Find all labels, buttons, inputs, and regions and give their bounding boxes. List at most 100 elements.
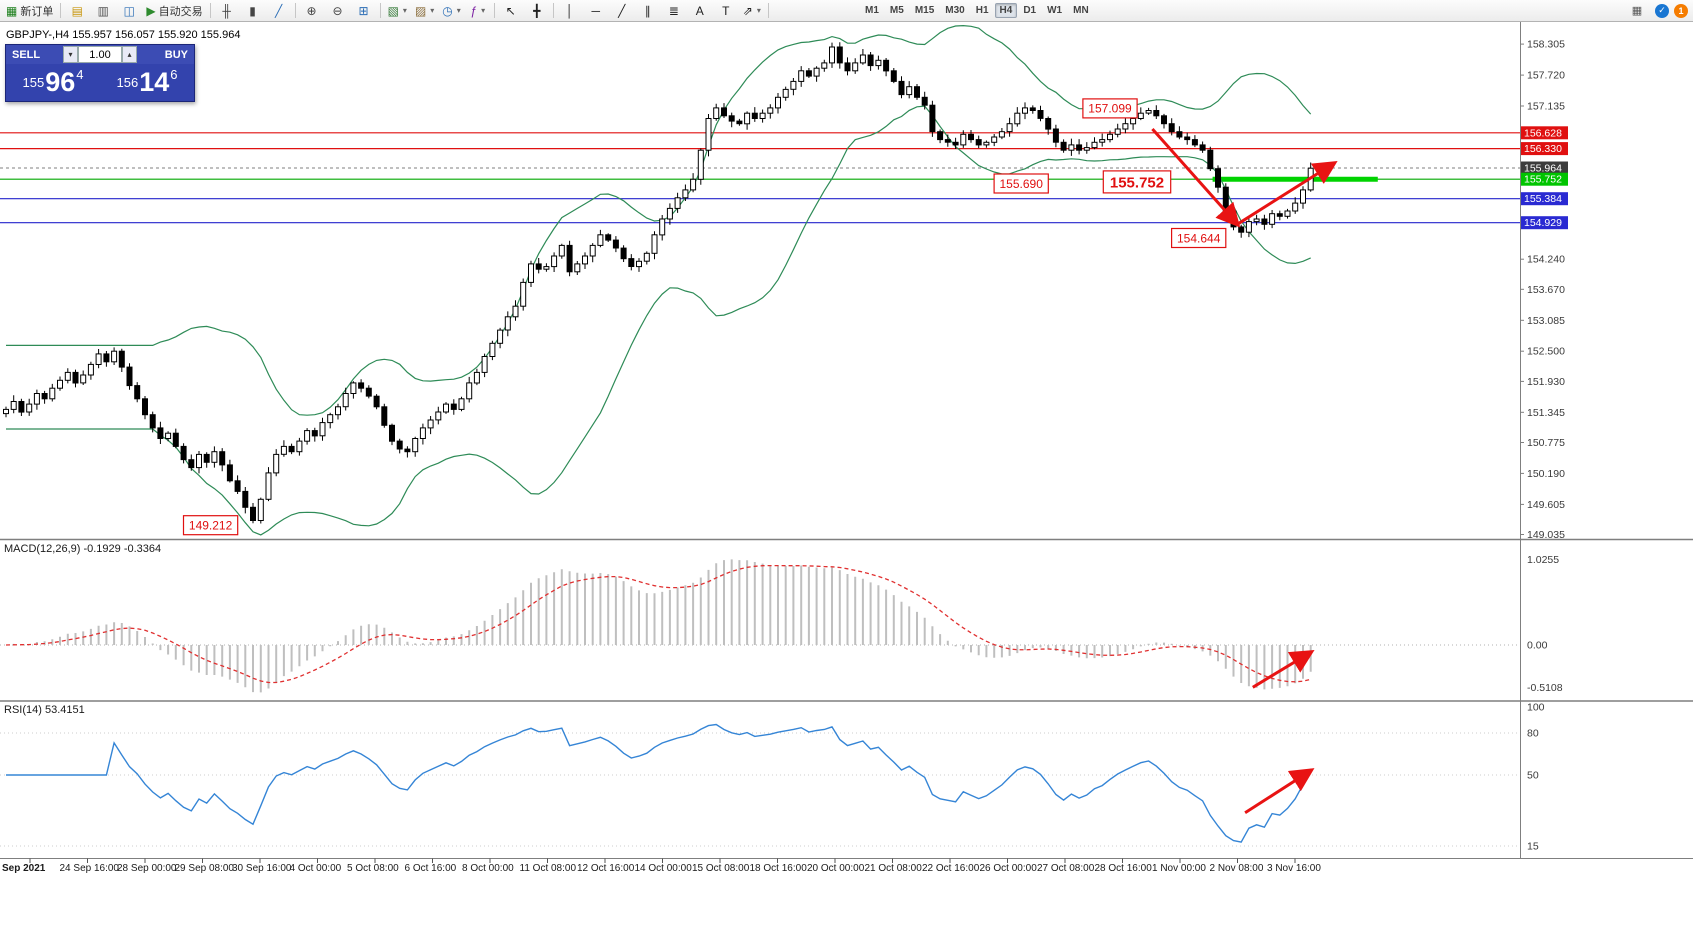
auto-trading-button[interactable]: ▶ 自动交易 <box>142 1 206 21</box>
indicators-button[interactable]: ƒ ▾ <box>465 1 491 21</box>
period-button[interactable]: ◷ ▾ <box>438 1 465 21</box>
svg-text:149.212: 149.212 <box>189 519 233 533</box>
market-watch-button[interactable]: ◫ <box>116 1 142 21</box>
svg-text:155.752: 155.752 <box>1110 174 1164 191</box>
svg-text:80: 80 <box>1527 728 1539 740</box>
tile-windows-icon: ⊞ <box>358 3 369 18</box>
zoom-out-button[interactable]: ⊖ <box>325 1 351 21</box>
time-label: 28 Sep 00:00 <box>117 863 177 874</box>
annotation-label: 155.690 <box>993 173 1049 194</box>
svg-text:1.0255: 1.0255 <box>1527 554 1559 566</box>
vertical-line-button[interactable]: │ <box>557 1 583 21</box>
candlestick-chart-icon: ▮ <box>249 3 256 18</box>
trend-arrow <box>1244 768 1315 815</box>
trendline-icon: ╱ <box>618 3 626 18</box>
annotation-label: 154.644 <box>1170 227 1227 249</box>
volume-decrease-button[interactable]: ▾ <box>63 46 78 63</box>
panels-button[interactable]: ▦ <box>1631 5 1643 17</box>
sell-label[interactable]: SELL <box>12 48 41 61</box>
notification-badge[interactable]: 1 <box>1674 3 1688 18</box>
timeframe-button-m30[interactable]: M30 <box>945 5 965 16</box>
svg-text:0.00: 0.00 <box>1527 640 1548 652</box>
price-axis[interactable]: 158.305 157.720 157.135 154.240 153.670 153.0… <box>1520 39 1568 853</box>
time-label: 30 Sep 16:00 <box>232 863 292 874</box>
chevron-down-icon: ▾ <box>456 6 461 15</box>
tile-windows-button[interactable]: ⊞ <box>351 1 377 21</box>
price-tag: 156.628 <box>1521 126 1568 140</box>
new-order-button-label: 新订单 <box>20 5 54 18</box>
buy-price-button[interactable]: 156 14 6 <box>100 64 194 101</box>
charts-button[interactable]: ▥ <box>90 1 116 21</box>
timeframe-button-w1[interactable]: W1 <box>1047 5 1063 16</box>
time-label: 21 Oct 08:00 <box>864 863 922 874</box>
volume-increase-button[interactable]: ▴ <box>122 46 137 63</box>
timeframe-button-h4[interactable]: H4 <box>994 3 1018 18</box>
new-chart-icon: ▧ <box>387 3 399 18</box>
indicators-icon: ƒ <box>470 3 478 18</box>
toolbar-timeframes: M1 M5 M15 M30 H1 H4 D1 W1 MN <box>860 3 1094 18</box>
toolbar-separator <box>209 3 211 18</box>
trend-arrow <box>1236 160 1338 226</box>
horizontal-levels[interactable] <box>0 132 1520 224</box>
bar-chart-button[interactable]: ╫ <box>214 1 240 21</box>
timeframe-button-m5[interactable]: M5 <box>889 5 904 16</box>
candlestick-chart-button[interactable]: ▮ <box>240 1 266 21</box>
sell-price-button[interactable]: 155 96 4 <box>6 64 100 101</box>
zoom-in-button[interactable]: ⊕ <box>299 1 325 21</box>
trend-arrow <box>1151 128 1241 228</box>
time-label: 5 Oct 08:00 <box>347 863 399 874</box>
svg-text:154.644: 154.644 <box>1177 231 1221 245</box>
auto-trading-button-label: 自动交易 <box>158 5 203 18</box>
buy-label[interactable]: BUY <box>164 48 188 61</box>
trendline-button[interactable]: ╱ <box>609 1 635 21</box>
text-label-icon: T <box>722 3 730 18</box>
toolbar-right-group: ▦ ✓ 1 <box>1624 1 1693 21</box>
toolbar: ▦ 新订单 ▤ ▥ ◫ ▶ 自动交易 ╫ ▮ ╱ ⊕ ⊖ ⊞ ▧ ▾ ▨ ▾ ◷ ▾ ƒ ▾ ↖ ╋ │ ─ ╱ ∥ ≣ A T ⇗ ▾ M1… <box>0 0 1693 22</box>
horizontal-line-button[interactable]: ─ <box>583 1 609 21</box>
trend-arrows[interactable] <box>1151 128 1338 815</box>
profiles-button[interactable]: ▤ <box>64 1 90 21</box>
time-label: 8 Oct 00:00 <box>462 863 514 874</box>
chevron-down-icon: ▾ <box>756 6 761 15</box>
timeframe-button-d1[interactable]: D1 <box>1023 5 1037 16</box>
sell-price-sup: 4 <box>76 67 84 82</box>
arrows-button[interactable]: ⇗ ▾ <box>739 1 765 21</box>
new-chart-button[interactable]: ▧ ▾ <box>384 1 411 21</box>
svg-text:155.752: 155.752 <box>1524 174 1562 186</box>
crosshair-button[interactable]: ╋ <box>524 1 550 21</box>
time-label: 15 Oct 08:00 <box>692 863 750 874</box>
new-order-icon: ▦ <box>6 3 18 18</box>
arrows-icon: ⇗ <box>742 3 753 18</box>
buy-price-sup: 6 <box>170 67 178 82</box>
profiles-menu-button[interactable]: ▨ ▾ <box>411 1 438 21</box>
svg-text:155.384: 155.384 <box>1524 193 1562 205</box>
line-chart-button[interactable]: ╱ <box>266 1 292 21</box>
volume-input[interactable] <box>78 46 122 63</box>
cursor-button[interactable]: ↖ <box>498 1 524 21</box>
svg-text:156.628: 156.628 <box>1524 127 1562 139</box>
fibonacci-icon: ≣ <box>668 3 679 18</box>
bar-chart-icon: ╫ <box>222 3 231 18</box>
macd-signal-line <box>5 564 1311 684</box>
fibonacci-button[interactable]: ≣ <box>661 1 687 21</box>
timeframe-button-m15[interactable]: M15 <box>914 5 935 16</box>
timeframe-button-h1[interactable]: H1 <box>975 5 989 16</box>
svg-text:155.964: 155.964 <box>1524 163 1562 175</box>
channel-button[interactable]: ∥ <box>635 1 661 21</box>
status-icon[interactable]: ✓ <box>1655 3 1669 18</box>
new-order-button[interactable]: ▦ 新订单 <box>2 1 57 21</box>
time-axis: Sep 2021 24 Sep 16:00 28 Sep 00:00 29 Sep 0… <box>0 861 1520 879</box>
time-label: 11 Oct 08:00 <box>519 863 577 874</box>
time-label: 2 Nov 08:00 <box>1209 863 1264 874</box>
text-label-button[interactable]: T <box>713 1 739 21</box>
time-label: 22 Oct 16:00 <box>922 863 980 874</box>
timeframe-button-m1[interactable]: M1 <box>865 5 879 16</box>
line-chart-icon: ╱ <box>274 3 283 18</box>
time-label: 18 Oct 16:00 <box>749 863 807 874</box>
text-button[interactable]: A <box>687 1 713 21</box>
svg-text:149.035: 149.035 <box>1527 529 1565 541</box>
price-annotations[interactable]: 157.099 155.690 155.752 154.644 149.212 <box>182 98 1227 536</box>
timeframe-button-mn[interactable]: MN <box>1073 5 1089 16</box>
